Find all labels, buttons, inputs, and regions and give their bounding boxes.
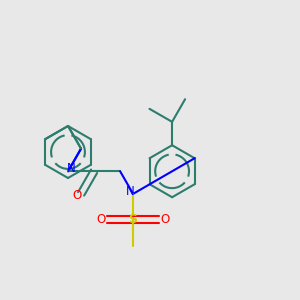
Text: O: O	[97, 213, 106, 226]
Text: O: O	[160, 213, 170, 226]
Text: N: N	[126, 185, 134, 198]
Text: S: S	[129, 213, 138, 226]
Text: N: N	[67, 162, 76, 175]
Text: O: O	[73, 189, 82, 203]
